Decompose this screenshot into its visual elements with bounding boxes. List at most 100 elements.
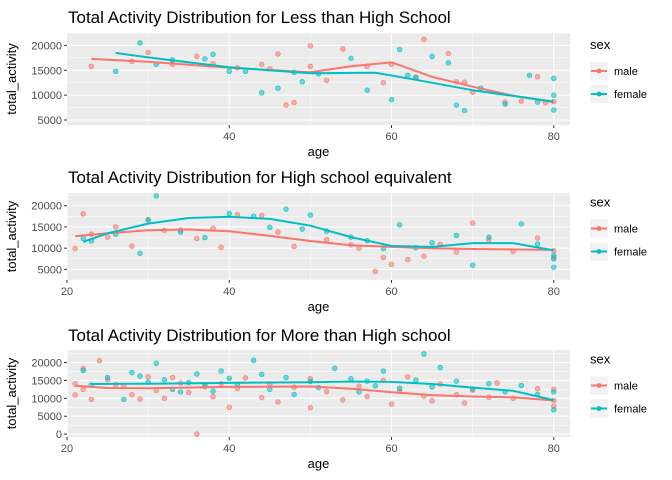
data-point-male	[307, 43, 314, 49]
data-point-female	[299, 79, 305, 85]
y-tick-label: 15000	[31, 65, 62, 77]
data-point-male	[356, 383, 362, 389]
data-point-male	[307, 404, 314, 411]
plot-panel	[67, 33, 570, 125]
data-point-male	[275, 399, 281, 405]
y-tick-label: 0	[56, 429, 62, 441]
data-point-male	[388, 261, 395, 267]
legend-title: sex	[590, 195, 611, 210]
legend-key-point	[596, 406, 602, 411]
data-point-female	[429, 239, 435, 246]
y-tick-label: 15000	[31, 222, 62, 234]
x-tick-label: 40	[223, 443, 235, 455]
plot-panel	[67, 350, 570, 437]
data-point-female	[210, 388, 216, 394]
trend-line-female	[82, 215, 554, 252]
data-point-male	[259, 394, 265, 401]
data-point-female	[307, 212, 314, 218]
data-point-female	[153, 193, 159, 199]
data-point-male	[161, 395, 168, 402]
chart-3: Total Activity Distribution for More tha…	[4, 326, 647, 471]
data-point-female	[534, 241, 541, 247]
data-point-female	[218, 368, 224, 374]
data-point-female	[461, 107, 468, 114]
data-point-female	[445, 60, 452, 66]
data-point-male	[275, 229, 281, 235]
data-point-female	[429, 53, 435, 60]
data-point-female	[486, 234, 492, 240]
data-point-female	[226, 68, 232, 74]
data-point-female	[405, 72, 411, 78]
data-point-female	[551, 407, 557, 413]
data-point-female	[275, 85, 281, 91]
legend-key-point	[596, 383, 602, 388]
data-point-female	[526, 72, 533, 78]
legend-key-point	[596, 68, 602, 74]
x-tick-label: 20	[61, 443, 73, 455]
legend-label-female: female	[614, 247, 647, 259]
data-point-female	[380, 368, 387, 374]
x-tick-label: 60	[385, 131, 397, 143]
data-point-female	[112, 68, 119, 74]
y-axis-label: total_activity	[4, 43, 19, 115]
data-point-male	[323, 388, 330, 395]
data-point-male	[137, 396, 143, 402]
legend-key-point	[596, 91, 602, 97]
data-point-male	[129, 392, 135, 398]
data-point-female	[332, 365, 338, 371]
data-point-female	[551, 107, 557, 113]
data-point-female	[291, 391, 297, 398]
legend-title: sex	[590, 37, 611, 52]
data-point-male	[96, 358, 103, 364]
data-point-male	[364, 393, 370, 400]
data-point-male	[104, 234, 111, 240]
data-point-female	[137, 40, 143, 46]
data-point-male	[259, 212, 265, 219]
data-point-male	[461, 400, 468, 406]
data-point-female	[453, 102, 460, 108]
data-point-female	[551, 75, 557, 81]
legend-title: sex	[590, 352, 611, 367]
data-point-male	[307, 63, 314, 70]
y-tick-label: 20000	[31, 358, 62, 370]
data-point-female	[396, 46, 403, 53]
data-point-female	[177, 389, 184, 395]
data-point-female	[388, 96, 395, 103]
data-point-female	[453, 232, 460, 239]
y-tick-label: 5000	[38, 411, 62, 423]
data-point-female	[283, 374, 289, 381]
data-point-male	[72, 245, 78, 252]
x-tick-label: 40	[223, 131, 235, 143]
legend-label-male: male	[614, 381, 638, 393]
x-tick-label: 20	[61, 286, 73, 298]
data-point-male	[194, 53, 200, 60]
data-point-male	[534, 385, 541, 392]
data-point-female	[348, 375, 354, 382]
data-point-female	[250, 357, 257, 364]
data-point-female	[469, 262, 476, 268]
data-point-male	[129, 243, 135, 249]
legend-label-male: male	[614, 66, 638, 78]
data-point-male	[340, 397, 346, 403]
data-point-male	[72, 392, 78, 398]
data-point-male	[194, 235, 200, 242]
data-point-female	[421, 351, 427, 357]
y-tick-label: 5000	[38, 115, 62, 127]
data-point-male	[421, 36, 427, 43]
data-point-male	[291, 243, 297, 250]
x-tick-label: 80	[548, 286, 560, 298]
x-tick-label: 60	[385, 443, 397, 455]
data-point-male	[380, 80, 387, 86]
data-point-female	[153, 360, 159, 366]
trend-line-male	[91, 57, 554, 104]
data-point-male	[372, 268, 378, 275]
data-point-female	[259, 89, 265, 96]
data-point-female	[396, 222, 403, 228]
data-point-female	[137, 250, 143, 256]
data-point-male	[405, 374, 411, 380]
data-point-female	[202, 234, 208, 241]
data-point-female	[551, 256, 557, 262]
x-tick-label: 40	[223, 286, 235, 298]
data-point-male	[259, 61, 265, 68]
data-point-male	[194, 431, 200, 437]
